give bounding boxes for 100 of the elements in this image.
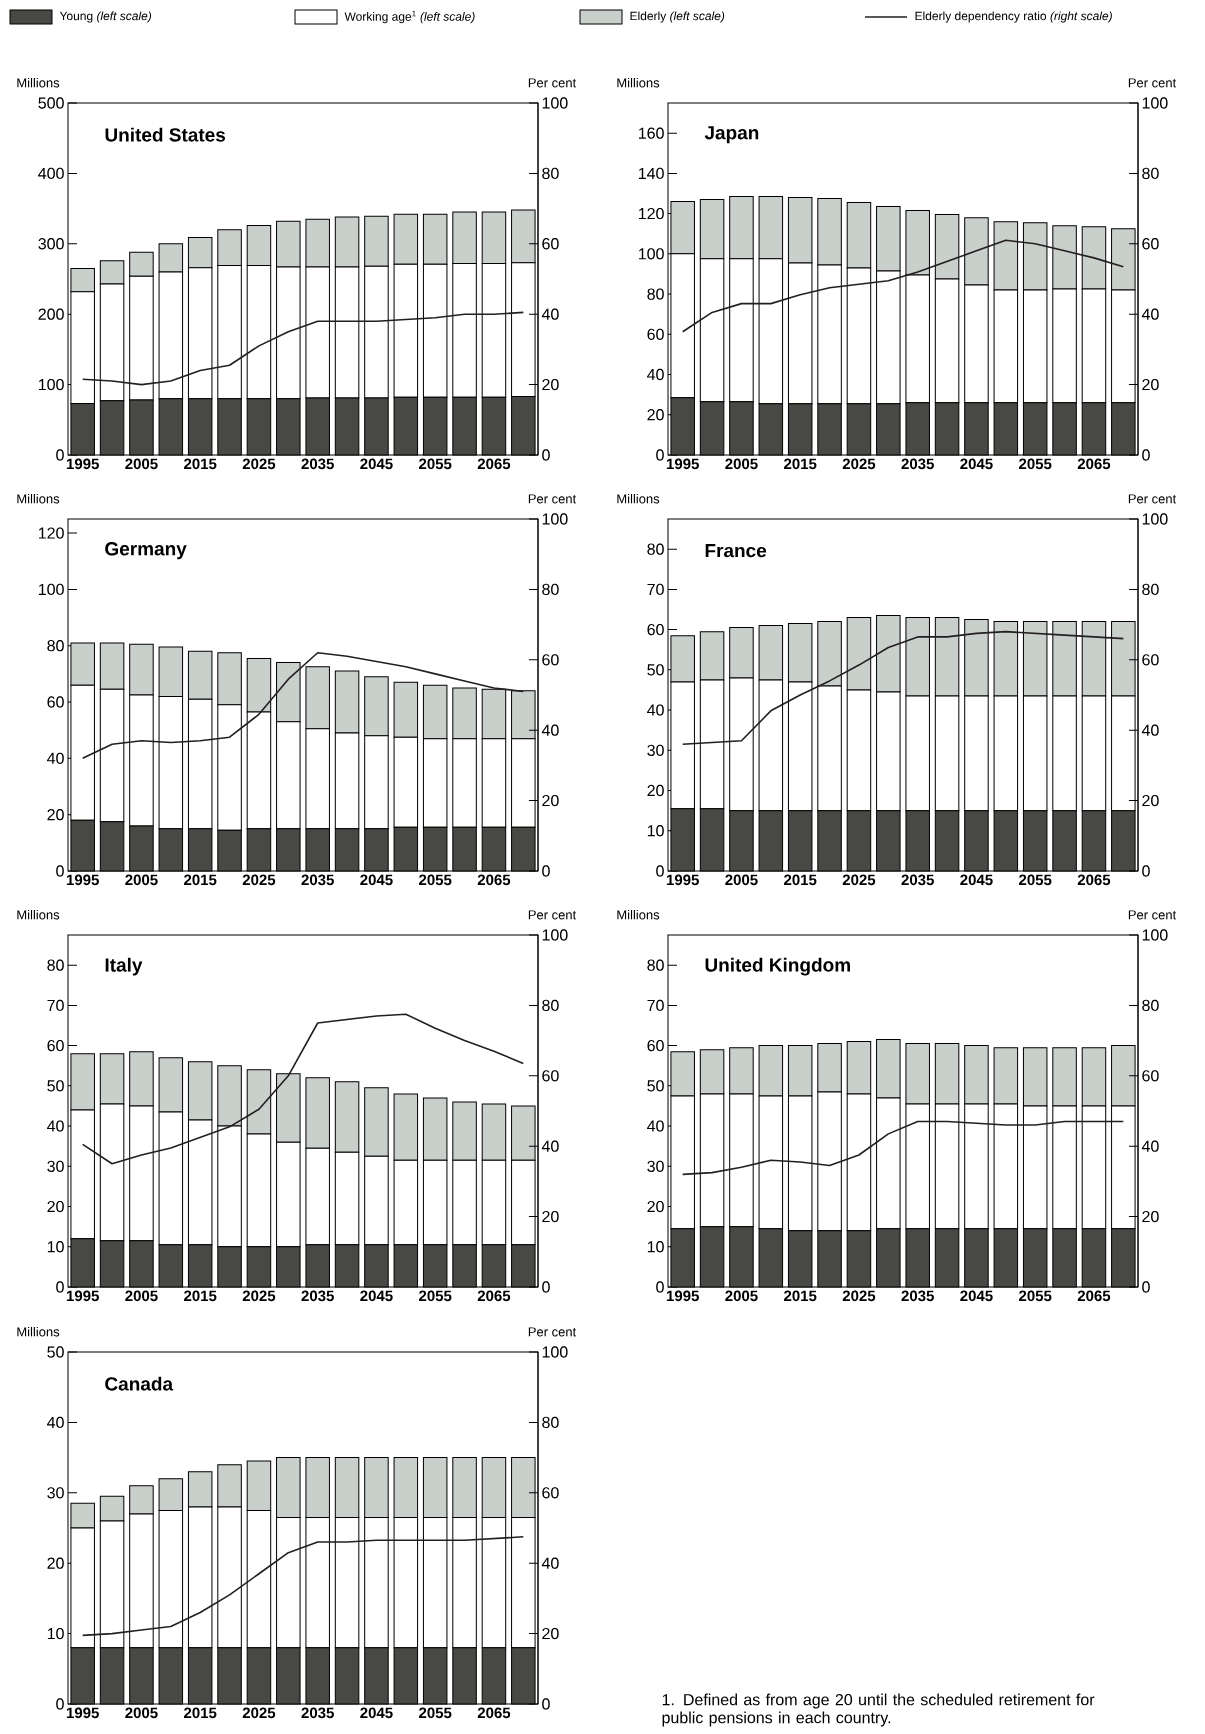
y2-tick-label: 100 (1142, 97, 1168, 109)
y2-tick-label: 80 (542, 999, 559, 1012)
y-tick-label: 40 (47, 752, 64, 765)
x-tick-label: 2045 (360, 1290, 393, 1302)
legend-label: Young (left scale) (59, 11, 152, 23)
x-tick-label: 2055 (1019, 458, 1052, 470)
x-tick-label: 2045 (360, 1707, 393, 1719)
y2-tick-label: 40 (541, 1557, 559, 1569)
y2-tick-label: 80 (1142, 167, 1159, 180)
y2-tick-label: 0 (542, 1698, 550, 1710)
y2-tick-label: 20 (1142, 378, 1159, 391)
x-tick-label: 2045 (360, 874, 393, 886)
y-tick-label: 40 (647, 704, 664, 716)
x-tick-label: 2065 (477, 1290, 511, 1302)
x-tick-label: 2035 (901, 1290, 934, 1302)
y-tick-label: 40 (47, 1120, 64, 1132)
y2-tick-label: 60 (542, 1487, 559, 1499)
y-tick-label: 50 (647, 664, 664, 676)
y-axis-title: Millions (17, 1326, 60, 1337)
y-tick-label: 100 (639, 248, 664, 260)
y-tick-label: 70 (647, 999, 664, 1012)
y-tick-label: 80 (647, 543, 664, 555)
text: France (705, 544, 767, 558)
text: 1. Defined as from age 20 until the scheduled retirement for public pensions in each country. (662, 1693, 1095, 1727)
y2-tick-label: 80 (542, 1416, 559, 1429)
y2-tick-label: 60 (542, 654, 559, 666)
y-tick-label: 30 (647, 744, 664, 756)
x-tick-label: 2015 (184, 458, 217, 470)
y-tick-label: 10 (47, 1241, 64, 1253)
y-axis-title: Millions (617, 77, 660, 88)
y-tick-label: 100 (38, 583, 64, 596)
y-tick-label: 30 (47, 1160, 64, 1172)
x-tick-label: 2045 (960, 458, 993, 470)
x-tick-label: 2065 (477, 1707, 511, 1719)
text: Japan (704, 126, 759, 144)
text: United Kingdom (705, 957, 850, 976)
y-tick-label: 20 (47, 1557, 64, 1569)
y2-tick-label: 0 (1142, 865, 1150, 877)
y-axis-title: Millions (17, 493, 60, 504)
y-tick-label: 0 (656, 1281, 664, 1293)
x-tick-label: 2035 (901, 458, 934, 470)
y-tick-label: 40 (47, 1416, 64, 1429)
y2-axis-title: Per cent (528, 78, 577, 88)
y-tick-label: 70 (647, 583, 664, 596)
y-tick-label: 60 (647, 328, 664, 340)
y2-tick-label: 0 (542, 1281, 550, 1293)
y-tick-label: 0 (56, 865, 64, 877)
y2-tick-label: 80 (1142, 583, 1159, 596)
x-tick-label: 2005 (725, 1290, 758, 1302)
y2-tick-label: 80 (542, 167, 559, 180)
y-tick-label: 70 (47, 999, 64, 1012)
x-tick-label: 2025 (842, 458, 876, 470)
y-tick-label: 40 (647, 368, 664, 381)
x-tick-label: 1995 (66, 874, 99, 886)
x-tick-label: 1995 (666, 874, 699, 886)
y-tick-label: 40 (647, 1120, 664, 1132)
y2-tick-label: 0 (542, 449, 550, 461)
y-axis-title: Millions (617, 493, 660, 504)
line-series (81, 651, 525, 760)
y2-tick-label: 100 (1142, 513, 1168, 525)
text: Italy (105, 957, 143, 976)
y-tick-label: 0 (56, 1698, 64, 1710)
x-tick-label: 2055 (1019, 1290, 1052, 1302)
y2-tick-label: 100 (542, 97, 568, 109)
x-tick-label: 2025 (242, 458, 276, 470)
y2-tick-label: 20 (542, 794, 559, 807)
x-tick-label: 2005 (725, 458, 758, 470)
x-tick-label: 2035 (301, 458, 334, 470)
y-tick-label: 80 (47, 640, 64, 652)
y-tick-label: 0 (656, 865, 664, 877)
y2-tick-label: 80 (1142, 999, 1159, 1012)
y2-tick-label: 100 (1142, 929, 1168, 941)
y2-axis-title: Per cent (528, 494, 577, 504)
x-tick-label: 2025 (242, 874, 276, 886)
y-tick-label: 60 (647, 623, 664, 636)
x-tick-label: 2055 (419, 1290, 452, 1302)
y2-axis-title: Per cent (528, 910, 577, 920)
y2-tick-label: 60 (542, 238, 559, 250)
x-tick-label: 2045 (960, 874, 993, 886)
y-tick-label: 0 (56, 449, 64, 461)
x-tick-label: 2005 (125, 1290, 158, 1302)
y-tick-label: 30 (647, 1160, 664, 1172)
y-tick-label: 120 (38, 527, 64, 539)
y-tick-label: 20 (647, 784, 664, 797)
y-tick-label: 500 (38, 97, 64, 109)
x-tick-label: 2025 (242, 1707, 276, 1719)
x-tick-label: 2065 (477, 458, 511, 470)
y-tick-label: 100 (38, 378, 64, 391)
y2-tick-label: 40 (541, 724, 559, 736)
y2-tick-label: 80 (542, 583, 559, 596)
y2-tick-label: 0 (1142, 449, 1150, 461)
y-tick-label: 120 (639, 207, 664, 220)
y2-tick-label: 40 (541, 308, 559, 320)
y-tick-label: 10 (647, 825, 664, 837)
x-tick-label: 1995 (66, 1290, 99, 1302)
x-tick-label: 2055 (419, 458, 452, 470)
y2-tick-label: 40 (541, 1140, 559, 1152)
x-tick-label: 1995 (666, 1290, 699, 1302)
y-tick-label: 20 (47, 1200, 64, 1213)
x-tick-label: 2005 (125, 458, 158, 470)
